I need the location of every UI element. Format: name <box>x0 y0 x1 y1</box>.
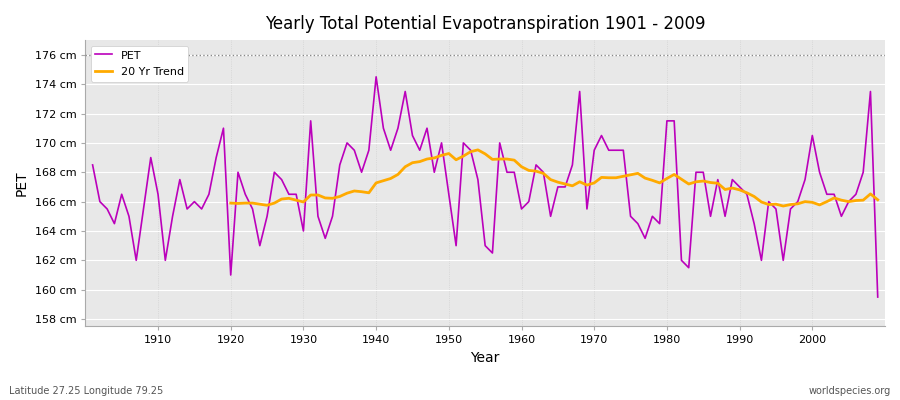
Title: Yearly Total Potential Evapotranspiration 1901 - 2009: Yearly Total Potential Evapotranspiratio… <box>265 15 706 33</box>
X-axis label: Year: Year <box>471 351 500 365</box>
20 Yr Trend <box>858 198 868 202</box>
20 Yr Trend <box>225 201 236 206</box>
20 Yr Trend <box>421 157 432 162</box>
PET <box>349 148 360 153</box>
20 Yr Trend <box>770 202 781 206</box>
20 Yr Trend <box>312 193 323 198</box>
PET <box>872 295 883 300</box>
PET <box>371 74 382 79</box>
Text: worldspecies.org: worldspecies.org <box>809 386 891 396</box>
PET <box>146 155 157 160</box>
PET <box>305 118 316 123</box>
20 Yr Trend <box>872 197 883 202</box>
Y-axis label: PET: PET <box>15 170 29 196</box>
Text: Latitude 27.25 Longitude 79.25: Latitude 27.25 Longitude 79.25 <box>9 386 163 396</box>
PET <box>524 199 535 204</box>
Line: 20 Yr Trend: 20 Yr Trend <box>230 150 878 206</box>
PET <box>516 206 526 211</box>
20 Yr Trend <box>472 148 483 152</box>
Legend: PET, 20 Yr Trend: PET, 20 Yr Trend <box>91 46 188 82</box>
20 Yr Trend <box>778 204 788 208</box>
PET <box>610 148 621 153</box>
PET <box>87 162 98 167</box>
20 Yr Trend <box>683 182 694 186</box>
Line: PET: PET <box>93 77 878 297</box>
20 Yr Trend <box>792 202 803 206</box>
